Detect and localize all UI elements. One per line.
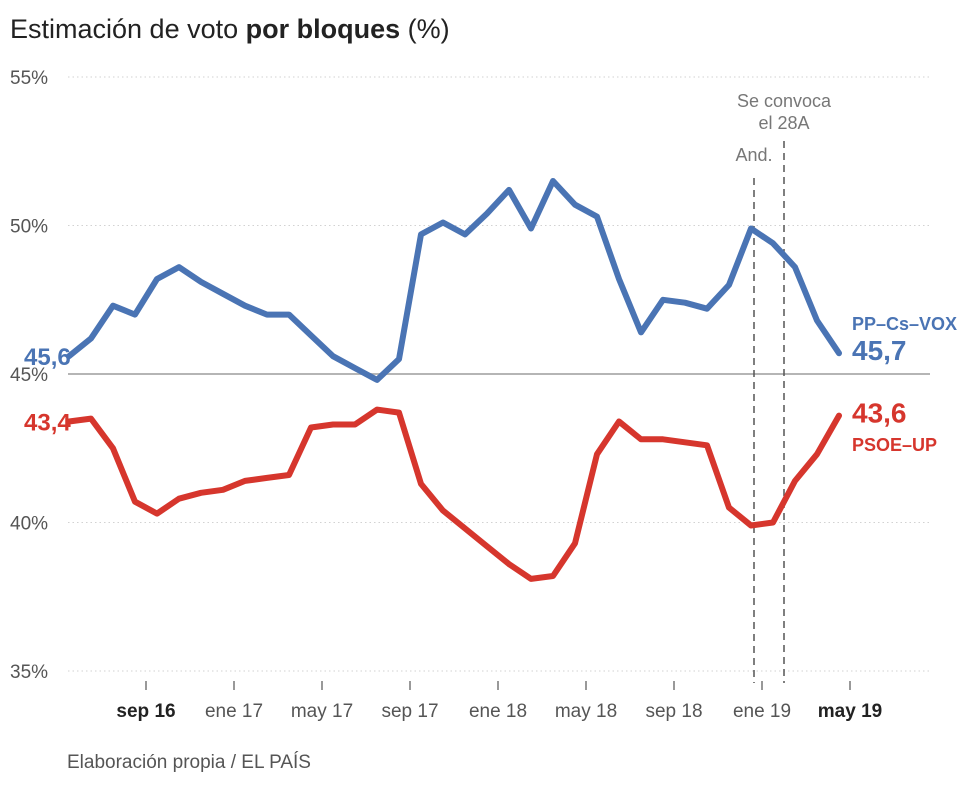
series-end-label: 43,6: [852, 398, 907, 429]
x-tick-label: ene 17: [205, 701, 263, 722]
x-tick-label: sep 17: [381, 701, 438, 722]
title-text: Estimación de voto: [10, 14, 246, 44]
series-name-label: PP–Cs–VOX: [852, 314, 957, 334]
x-tick-label: sep 18: [645, 701, 702, 722]
y-tick-label: 35%: [10, 662, 48, 683]
series-start-label: 43,4: [24, 410, 71, 437]
series-name-label: PSOE–UP: [852, 435, 937, 455]
series-line: [66, 406, 842, 582]
source-note: Elaboración propia / EL PAÍS: [67, 752, 311, 773]
annotation-label: el 28A: [758, 113, 809, 133]
y-tick-label: 55%: [10, 68, 48, 89]
series-line: [66, 178, 842, 383]
x-tick-label: sep 16: [116, 701, 175, 722]
title-unit-text: (%): [400, 14, 450, 44]
annotation-label: Se convoca: [737, 91, 832, 111]
x-tick-label: ene 18: [469, 701, 527, 722]
x-tick-label: may 18: [555, 701, 617, 722]
title-bold-text: por bloques: [245, 14, 401, 44]
x-tick-label: may 17: [291, 701, 353, 722]
series-start-label: 45,6: [24, 344, 71, 371]
series-end-label: 45,7: [852, 335, 907, 366]
x-tick-label: may 19: [818, 701, 882, 722]
x-tick-label: ene 19: [733, 701, 791, 722]
y-tick-label: 40%: [10, 514, 48, 535]
y-tick-label: 50%: [10, 217, 48, 238]
chart-title: Estimación de voto por bloques (%): [10, 14, 450, 45]
annotation-label: And.: [735, 145, 772, 165]
y-tick-label: 45%: [10, 365, 48, 386]
